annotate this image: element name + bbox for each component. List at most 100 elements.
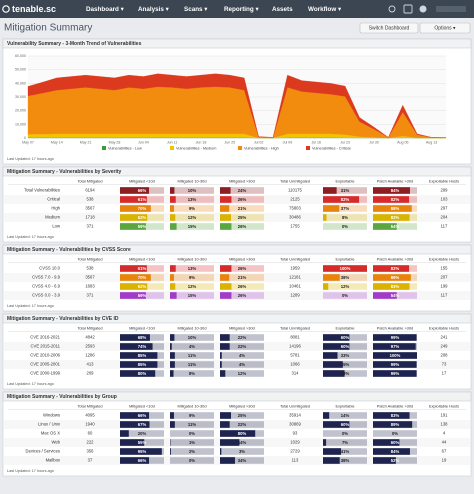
row-label: Total Vulnerabilities [24, 188, 60, 193]
percent-label: 0% [342, 431, 348, 436]
user-icon[interactable] [419, 5, 427, 13]
header-button-label[interactable]: Options ▾ [434, 26, 456, 32]
percent-bar-track [323, 352, 367, 359]
nav-item[interactable]: Dashboard ▾ [86, 6, 125, 13]
column-header: Total Mitigated [77, 257, 102, 262]
percent-bar-track [323, 370, 367, 377]
cell-value: 12181 [289, 275, 301, 280]
percent-label: 95% [138, 449, 147, 454]
row-label: Mac OS X [41, 431, 60, 436]
x-tick-label: Jul 30 [369, 140, 379, 144]
column-header: Exploitable [335, 326, 354, 331]
percent-bar [323, 439, 327, 446]
percent-label: 99% [391, 371, 400, 376]
percent-label: 84% [391, 188, 400, 193]
percent-bar [220, 334, 230, 341]
column-header: Total Unmitigated [280, 179, 310, 184]
percent-label: 26% [238, 266, 247, 271]
user-menu[interactable] [436, 6, 466, 12]
header-button[interactable] [419, 22, 471, 34]
percent-bar [323, 274, 340, 281]
percent-label: 13% [188, 266, 197, 271]
percent-label: 21% [238, 206, 247, 211]
percent-bar-track [220, 421, 264, 428]
cell-value: 110175 [288, 188, 302, 193]
nav-item[interactable]: Workflow ▾ [308, 6, 342, 13]
percent-bar-track [220, 412, 264, 419]
percent-label: 61% [138, 266, 147, 271]
cell-value: 299 [441, 188, 449, 193]
percent-bar [323, 187, 337, 194]
percent-bar [323, 448, 342, 455]
percent-bar [120, 283, 148, 290]
percent-label: 0% [342, 224, 348, 229]
cell-value: 208 [441, 353, 449, 358]
cell-value: 67 [442, 449, 447, 454]
row-label: Devices / Services [26, 449, 60, 454]
search-icon[interactable] [388, 5, 396, 13]
percent-label: 68% [138, 335, 147, 340]
nav-item[interactable]: Reporting ▾ [224, 6, 259, 13]
percent-label: 22% [238, 344, 247, 349]
percent-label: 9% [189, 275, 195, 280]
cell-value: 1029 [290, 440, 300, 445]
row-label: Medium [45, 215, 60, 220]
percent-label: 3% [239, 449, 245, 454]
percent-bar [373, 421, 413, 428]
y-tick-label: 10,000 [15, 122, 26, 126]
percent-label: 11% [188, 422, 196, 427]
y-tick-label: 0 [24, 136, 26, 140]
percent-label: 11% [188, 362, 196, 367]
percent-label: 22% [238, 422, 247, 427]
x-tick-label: Jul 02 [254, 140, 264, 144]
nav-item[interactable]: Scans ▾ [184, 6, 208, 13]
percent-bar [220, 457, 235, 464]
x-tick-label: May 14 [51, 140, 63, 144]
percent-bar-track [373, 430, 417, 437]
percent-bar-track [323, 274, 367, 281]
percent-label: 67% [138, 422, 147, 427]
percent-bar-track [170, 292, 214, 299]
cell-value: 1683 [85, 284, 95, 289]
percent-bar [170, 205, 174, 212]
logo[interactable]: tenable.sc [12, 4, 56, 14]
nav-item[interactable]: Analysis ▾ [138, 6, 170, 13]
percent-label: 60% [341, 344, 350, 349]
cell-value: 4 [443, 431, 446, 436]
x-tick-label: Jul 09 [283, 140, 293, 144]
y-tick-label: 50,000 [15, 68, 26, 72]
percent-label: 70% [138, 275, 147, 280]
cell-value: 117 [441, 224, 448, 229]
percent-bar [170, 187, 175, 194]
percent-bar-track [170, 205, 214, 212]
cell-value: 371 [87, 293, 95, 298]
cell-value: 297 [441, 206, 449, 211]
percent-label: 13% [188, 197, 197, 202]
percent-bar [120, 223, 146, 230]
percent-bar-track [170, 439, 214, 446]
percent-bar [220, 283, 232, 290]
percent-label: 0% [189, 431, 195, 436]
cell-value: 113 [292, 458, 299, 463]
cell-value: 30869 [289, 422, 301, 427]
percent-label: 74% [138, 344, 147, 349]
header-button[interactable] [359, 22, 419, 34]
column-header: Total Unmitigated [280, 257, 310, 262]
row-label: CVSS 10.0 [39, 266, 60, 271]
cell-value: 4095 [85, 413, 95, 418]
percent-label: 25% [238, 413, 247, 418]
column-header: Exploitable [335, 404, 354, 409]
percent-bar [323, 196, 360, 203]
column-header: Exploitable Hosts [429, 404, 459, 409]
cell-value: 155 [441, 266, 449, 271]
percent-bar-track [170, 283, 214, 290]
notifications-icon[interactable] [403, 4, 413, 14]
column-header: Exploitable Hosts [429, 326, 459, 331]
percent-bar [220, 343, 230, 350]
header-button-label[interactable]: Switch Dashboard [369, 26, 410, 32]
percent-label: 0% [342, 293, 348, 298]
panel-title: Mitigation Summary - Vulnerabilities by … [7, 247, 131, 253]
percent-label: 55% [138, 440, 147, 445]
nav-item[interactable]: Assets [272, 6, 293, 13]
percent-label: 88% [391, 206, 400, 211]
